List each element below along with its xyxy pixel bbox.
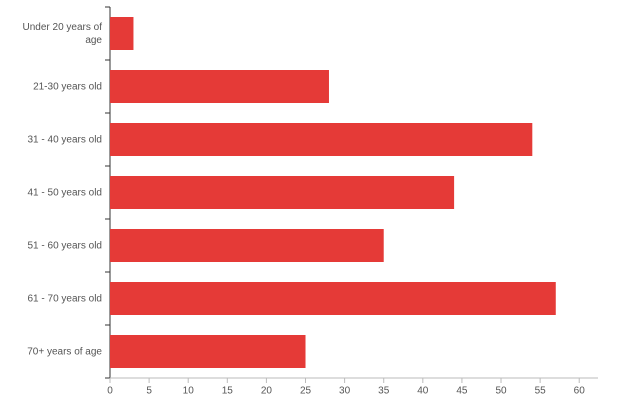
y-tick-label: 21-30 years old bbox=[33, 81, 102, 92]
y-tick-label: 31 - 40 years old bbox=[27, 134, 103, 145]
bar bbox=[110, 229, 384, 262]
bar bbox=[110, 17, 134, 50]
bar bbox=[110, 70, 329, 103]
bar bbox=[110, 123, 533, 156]
x-tick-label: 10 bbox=[183, 386, 195, 397]
x-tick-label: 45 bbox=[456, 386, 468, 397]
x-tick-label: 55 bbox=[535, 386, 547, 397]
x-tick-label: 30 bbox=[339, 386, 351, 397]
x-tick-label: 40 bbox=[417, 386, 429, 397]
x-tick-label: 0 bbox=[107, 386, 113, 397]
x-tick-label: 35 bbox=[378, 386, 390, 397]
x-tick-label: 15 bbox=[222, 386, 234, 397]
x-tick-label: 20 bbox=[261, 386, 273, 397]
bar bbox=[110, 176, 455, 209]
y-tick-label: Under 20 years of age bbox=[22, 21, 103, 46]
y-tick-label: 41 - 50 years old bbox=[27, 187, 103, 198]
bar bbox=[110, 335, 306, 368]
y-tick-label: 51 - 60 years old bbox=[27, 240, 103, 251]
y-tick-label: 61 - 70 years old bbox=[27, 293, 103, 304]
x-tick-label: 25 bbox=[300, 386, 312, 397]
y-tick-label: 70+ years of age bbox=[27, 346, 102, 357]
bar bbox=[110, 282, 556, 315]
x-tick-label: 60 bbox=[574, 386, 586, 397]
x-tick-label: 5 bbox=[146, 386, 152, 397]
x-tick-label: 50 bbox=[495, 386, 507, 397]
